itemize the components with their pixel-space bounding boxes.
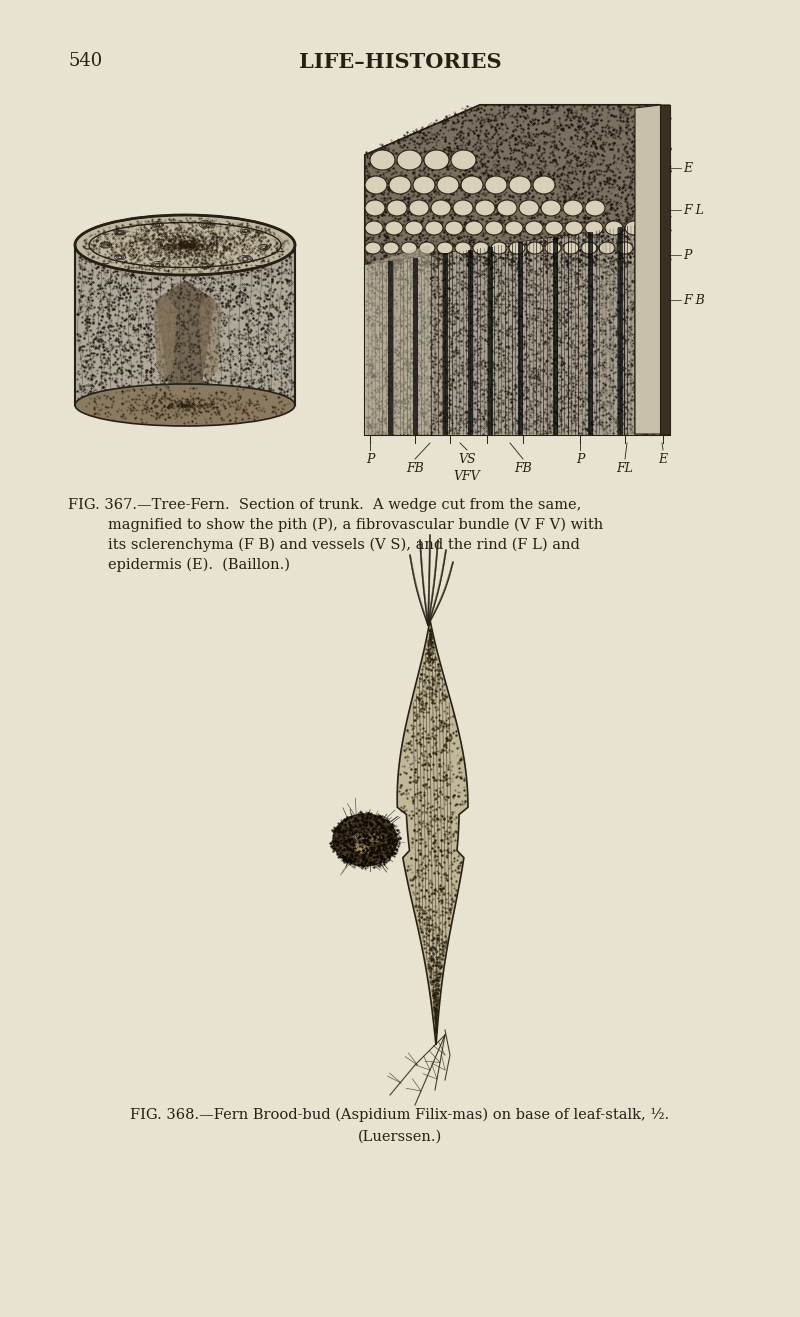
Text: P: P <box>366 453 374 466</box>
Ellipse shape <box>545 242 561 254</box>
Ellipse shape <box>599 242 615 254</box>
Ellipse shape <box>385 221 403 234</box>
Ellipse shape <box>389 176 411 194</box>
Ellipse shape <box>617 242 633 254</box>
Polygon shape <box>198 292 222 381</box>
Ellipse shape <box>397 150 422 170</box>
Ellipse shape <box>333 814 397 867</box>
Text: magnified to show the pith (P), a fibrovascular bundle (V F V) with: magnified to show the pith (P), a fibrov… <box>108 518 603 532</box>
Ellipse shape <box>424 150 449 170</box>
Text: FIG. 368.—Fern Brood-bud (Aspidium Filix-mas) on base of leaf-stalk, ½.: FIG. 368.—Fern Brood-bud (Aspidium Filix… <box>130 1108 670 1122</box>
Text: FL: FL <box>617 462 634 475</box>
Ellipse shape <box>365 200 385 216</box>
Ellipse shape <box>485 221 503 234</box>
Ellipse shape <box>387 200 407 216</box>
Ellipse shape <box>413 176 435 194</box>
Ellipse shape <box>365 176 387 194</box>
Text: P: P <box>576 453 584 466</box>
Ellipse shape <box>383 242 399 254</box>
Ellipse shape <box>605 221 623 234</box>
Text: epidermis (E).  (Baillon.): epidermis (E). (Baillon.) <box>108 558 290 573</box>
Ellipse shape <box>401 242 417 254</box>
Text: VFV: VFV <box>454 470 480 483</box>
Text: LIFE–HISTORIES: LIFE–HISTORIES <box>298 51 502 72</box>
Ellipse shape <box>485 176 507 194</box>
Text: P: P <box>683 249 691 262</box>
Ellipse shape <box>365 221 383 234</box>
Polygon shape <box>365 220 670 435</box>
Text: FB: FB <box>406 462 424 475</box>
Ellipse shape <box>545 221 563 234</box>
Ellipse shape <box>509 176 531 194</box>
Ellipse shape <box>473 242 489 254</box>
Ellipse shape <box>563 242 579 254</box>
Ellipse shape <box>370 150 395 170</box>
Polygon shape <box>365 105 670 435</box>
Ellipse shape <box>409 200 429 216</box>
Polygon shape <box>397 620 468 1044</box>
Text: E: E <box>683 162 692 174</box>
Ellipse shape <box>461 176 483 194</box>
Ellipse shape <box>625 221 643 234</box>
Ellipse shape <box>505 221 523 234</box>
Ellipse shape <box>437 242 453 254</box>
Text: its sclerenchyma (F B) and vessels (V S), and the rind (F L) and: its sclerenchyma (F B) and vessels (V S)… <box>108 539 580 552</box>
Polygon shape <box>155 281 215 395</box>
Ellipse shape <box>445 221 463 234</box>
Ellipse shape <box>509 242 525 254</box>
Ellipse shape <box>75 385 295 425</box>
Ellipse shape <box>497 200 517 216</box>
Ellipse shape <box>527 242 543 254</box>
Ellipse shape <box>525 221 543 234</box>
Ellipse shape <box>431 200 451 216</box>
Text: FIG. 367.—Tree-Fern.  Section of trunk.  A wedge cut from the same,: FIG. 367.—Tree-Fern. Section of trunk. A… <box>68 498 582 512</box>
Ellipse shape <box>437 176 459 194</box>
Text: (Luerssen.): (Luerssen.) <box>358 1130 442 1144</box>
Ellipse shape <box>455 242 471 254</box>
Ellipse shape <box>425 221 443 234</box>
Polygon shape <box>365 245 430 435</box>
Ellipse shape <box>405 221 423 234</box>
Ellipse shape <box>491 242 507 254</box>
Ellipse shape <box>541 200 561 216</box>
Polygon shape <box>365 105 670 265</box>
Text: VS: VS <box>458 453 476 466</box>
Ellipse shape <box>419 242 435 254</box>
Text: E: E <box>658 453 667 466</box>
Ellipse shape <box>365 242 381 254</box>
Ellipse shape <box>563 200 583 216</box>
Ellipse shape <box>451 150 476 170</box>
Ellipse shape <box>585 221 603 234</box>
Ellipse shape <box>585 200 605 216</box>
Ellipse shape <box>453 200 473 216</box>
Polygon shape <box>635 105 670 435</box>
Text: FB: FB <box>514 462 532 475</box>
Text: F B: F B <box>683 294 705 307</box>
Ellipse shape <box>465 221 483 234</box>
Polygon shape <box>75 245 295 406</box>
Ellipse shape <box>519 200 539 216</box>
Polygon shape <box>153 292 177 381</box>
Polygon shape <box>660 105 670 435</box>
Text: F L: F L <box>683 204 704 216</box>
Ellipse shape <box>565 221 583 234</box>
Ellipse shape <box>475 200 495 216</box>
Ellipse shape <box>75 215 295 275</box>
Ellipse shape <box>533 176 555 194</box>
Ellipse shape <box>581 242 597 254</box>
Text: 540: 540 <box>68 51 102 70</box>
Ellipse shape <box>635 242 651 254</box>
